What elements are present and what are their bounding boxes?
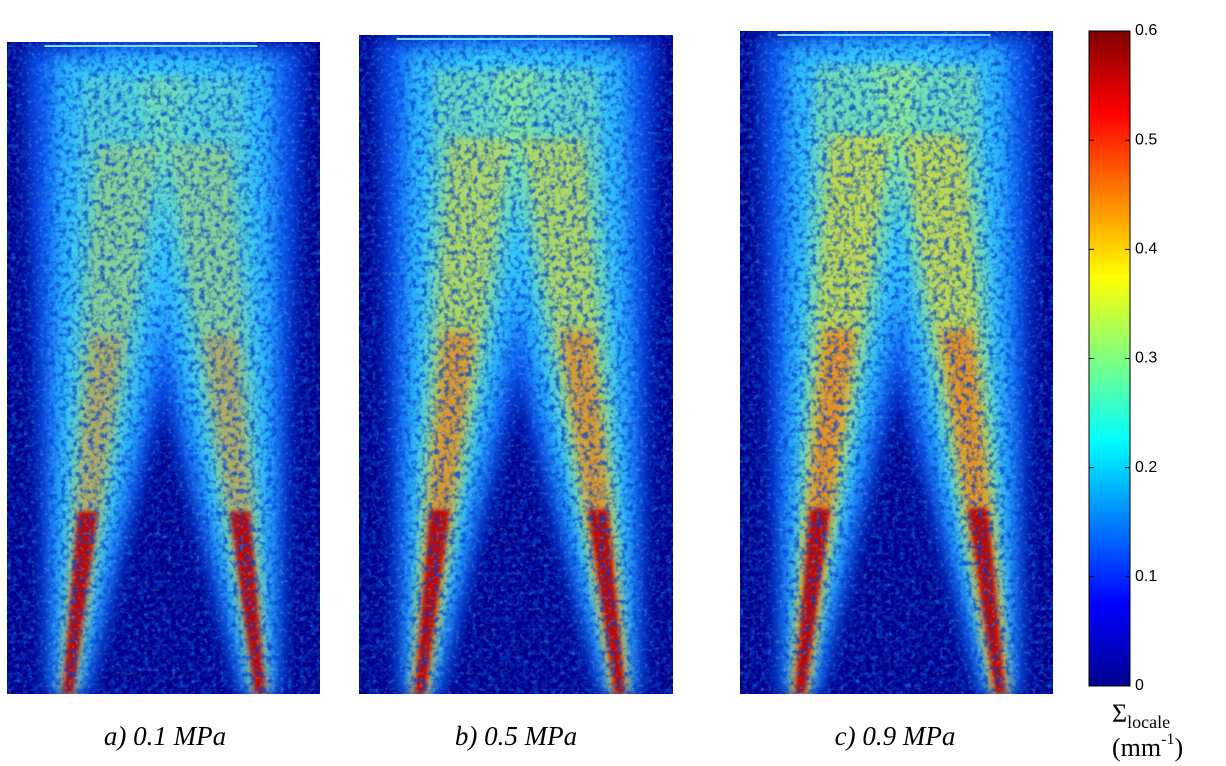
colorbar-label: Σlocale [1112, 699, 1170, 732]
speckle [359, 35, 673, 694]
panel-caption: c) 0.9 MPa [835, 721, 956, 751]
panel-caption: b) 0.5 MPa [455, 721, 577, 751]
unit-close: ) [1174, 733, 1183, 762]
panel-caption: a) 0.1 MPa [104, 721, 226, 751]
colorbar-unit: (mm-1) [1112, 731, 1183, 762]
tick-label: 0.3 [1135, 350, 1157, 367]
label-symbol: Σ [1112, 699, 1127, 728]
unit-superscript: -1 [1161, 731, 1174, 748]
tick-label: 0.2 [1135, 459, 1157, 476]
flame-image [740, 31, 1053, 694]
unit-open: (mm [1112, 733, 1161, 762]
speckle [740, 31, 1053, 694]
flame-image [7, 42, 320, 694]
flame-image [359, 35, 673, 694]
tick-label: 0.6 [1135, 22, 1157, 39]
tick-label: 0.5 [1135, 131, 1157, 148]
tick-label: 0 [1135, 677, 1144, 694]
label-subscript: locale [1127, 712, 1170, 732]
colorbar [1088, 30, 1131, 687]
tick-label: 0.1 [1135, 568, 1157, 585]
tick-label: 0.4 [1135, 241, 1157, 258]
speckle [7, 42, 320, 694]
